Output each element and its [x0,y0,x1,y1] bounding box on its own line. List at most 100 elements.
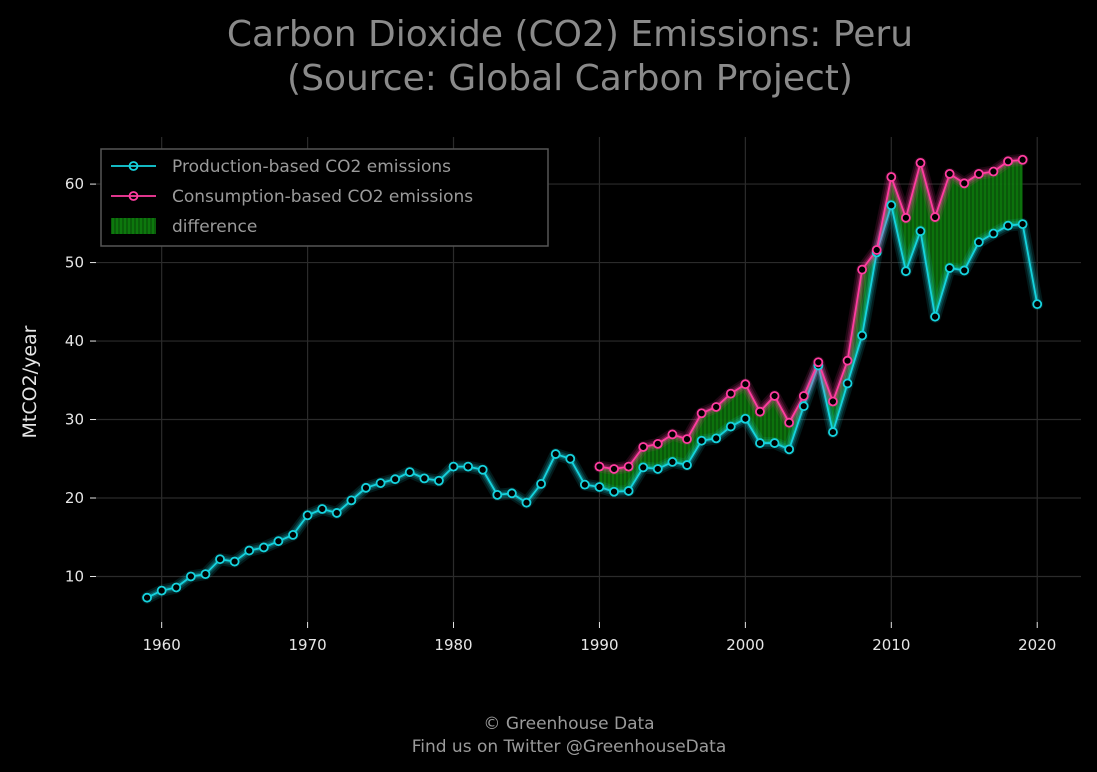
consumption-point [871,245,882,255]
production-point [390,474,401,485]
y-tick-label: 20 [65,489,84,507]
production-point [900,266,911,277]
consumption-point [696,408,707,419]
footer-copyright: © Greenhouse Data [483,714,654,734]
legend-box [100,148,549,247]
production-point [419,473,430,484]
production-point [550,449,561,459]
production-point [317,504,328,514]
consumption-point [652,438,663,449]
legend-production-label: Production-based CO2 emissions [172,157,451,177]
x-tick-label: 1970 [288,636,326,654]
difference-fill [599,159,1023,492]
consumption-point [973,168,984,179]
consumption-point [988,166,999,177]
y-axis-ticks: 10 20 30 40 50 60 [65,175,96,585]
legend-consumption-label: Consumption-based CO2 emissions [172,187,473,207]
consumption-point [594,461,605,472]
production-point [725,421,736,432]
production-point [521,497,532,508]
production-point [142,592,152,603]
consumption-point [623,461,634,472]
y-axis-label: MtCO2/year [19,325,41,438]
consumption-point [1017,154,1028,165]
consumption-point [828,396,838,407]
production-point [1032,299,1043,310]
production-point [506,488,517,499]
production-point [215,554,225,565]
consumption-point [886,172,897,182]
production-point [857,330,868,341]
production-point [667,457,678,467]
production-point [244,545,255,556]
consumption-point [930,212,940,222]
consumption-point [682,434,692,445]
legend-production-marker [128,161,139,171]
x-tick-label: 1960 [143,636,181,654]
production-point [740,413,751,424]
production-point [346,495,357,506]
production-point [258,542,269,553]
consumption-point [842,355,853,366]
production-point [273,536,284,547]
consumption-point [900,212,911,223]
consumption-point [755,406,765,417]
production-point [609,486,619,497]
consumption-point [857,264,868,275]
production-point [1003,220,1013,231]
production-point [536,478,546,489]
production-point [696,435,707,446]
consumption-point [1003,156,1013,167]
production-point [448,461,459,472]
production-point [229,556,240,567]
production-point [711,433,722,444]
production-point [886,200,897,211]
production-point [784,444,795,455]
production-point [171,582,182,593]
y-tick-label: 10 [65,567,84,585]
production-point [463,461,474,472]
production-point [755,438,765,448]
legend-difference-label: difference [172,217,257,237]
production-point [944,263,955,273]
x-tick-label: 1980 [434,636,472,654]
production-point [842,378,853,389]
production-point [579,479,590,490]
production-point [565,453,576,464]
chart-title-line-2: (Source: Global Carbon Project) [287,58,853,99]
production-point [375,478,386,488]
production-point [200,569,211,580]
consumption-point [769,391,780,401]
x-axis-ticks: 1960 1970 1980 1990 2000 2010 2020 [143,622,1056,654]
x-tick-label: 1990 [580,636,618,654]
production-point [361,482,371,493]
consumption-point [725,388,736,399]
production-point [682,460,692,470]
production-point [492,489,503,500]
y-tick-label: 60 [65,175,84,193]
consumption-point [638,442,649,452]
x-tick-label: 2010 [872,636,910,654]
production-point [331,508,342,518]
production-point [828,427,838,437]
y-tick-label: 30 [65,411,84,429]
production-point [156,585,167,596]
x-tick-label: 2000 [726,636,764,654]
consumption-point [711,402,722,412]
production-point [434,475,444,486]
production-point [594,482,605,492]
production-point [638,462,649,473]
y-tick-label: 40 [65,332,84,350]
series-markers [142,154,1043,603]
legend-consumption-marker [128,191,139,201]
production-point [652,464,663,474]
chart-title-line-1: Carbon Dioxide (CO2) Emissions: Peru [227,14,913,55]
production-point [798,401,809,412]
legend: Production-based CO2 emissions Consumpti… [100,148,549,247]
y-tick-label: 50 [65,254,84,272]
consumption-point [609,464,619,474]
consumption-point [667,429,678,440]
production-point [623,486,634,496]
difference-area [599,159,1023,492]
